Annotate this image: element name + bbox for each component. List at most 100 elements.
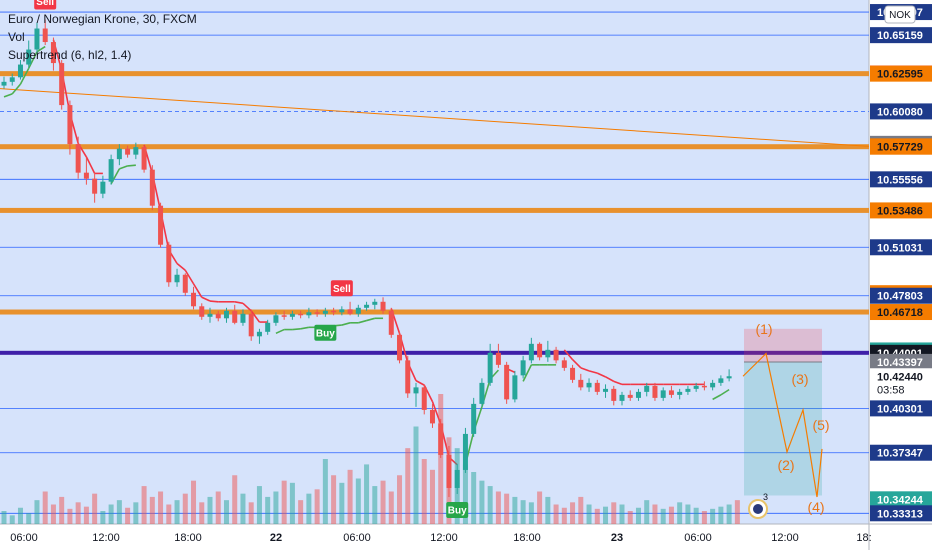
candle-body-29[interactable]: [240, 313, 246, 323]
candle-body-66[interactable]: [545, 349, 551, 358]
candle-body-26[interactable]: [215, 313, 221, 319]
candle-body-32[interactable]: [265, 322, 271, 332]
candle-body-34[interactable]: [281, 315, 287, 317]
candle-body-71[interactable]: [586, 382, 592, 388]
events-badge[interactable]: 3: [748, 492, 768, 519]
candle-body-2[interactable]: [17, 64, 23, 78]
candle-body-25[interactable]: [207, 313, 213, 317]
candle-body-37[interactable]: [306, 312, 312, 316]
candle-body-20[interactable]: [166, 244, 172, 283]
candle-body-39[interactable]: [322, 310, 328, 314]
candle-body-5[interactable]: [42, 28, 48, 43]
candle-body-73[interactable]: [603, 388, 609, 392]
candle-body-40[interactable]: [331, 310, 337, 313]
candle-body-88[interactable]: [726, 376, 732, 379]
candle-body-85[interactable]: [701, 385, 707, 388]
candle-body-56[interactable]: [462, 433, 468, 470]
candle-body-19[interactable]: [158, 205, 164, 245]
candle-body-77[interactable]: [635, 391, 641, 398]
candle-body-23[interactable]: [191, 292, 197, 307]
candle-body-53[interactable]: [438, 423, 444, 455]
candle-body-46[interactable]: [380, 301, 386, 311]
candle-body-41[interactable]: [339, 309, 345, 313]
candle-body-3[interactable]: [26, 49, 32, 65]
candle-body-43[interactable]: [355, 307, 361, 314]
candle-body-16[interactable]: [133, 147, 139, 155]
candle-body-70[interactable]: [578, 379, 584, 388]
candle-body-11[interactable]: [92, 178, 98, 194]
candle-body-52[interactable]: [429, 409, 435, 424]
candle-body-18[interactable]: [149, 169, 155, 206]
candle-body-80[interactable]: [660, 390, 666, 398]
currency-badge[interactable]: NOK: [884, 5, 916, 24]
supertrend-seg-34: [275, 328, 285, 335]
candle-body-78[interactable]: [644, 385, 650, 392]
candle-body-12[interactable]: [100, 181, 106, 194]
candle-body-14[interactable]: [116, 148, 122, 160]
candle-body-82[interactable]: [677, 391, 683, 395]
candle-body-33[interactable]: [273, 315, 279, 323]
volume-bar-76: [627, 511, 633, 524]
candle-body-4[interactable]: [34, 28, 40, 50]
volume-bar-34: [281, 480, 287, 524]
candle-body-57[interactable]: [471, 403, 477, 434]
candle-body-74[interactable]: [611, 388, 617, 401]
price-tag-12: 10.47803: [877, 291, 923, 303]
candle-body-48[interactable]: [397, 334, 403, 361]
candle-body-81[interactable]: [668, 390, 674, 395]
candle-body-58[interactable]: [479, 382, 485, 404]
candle-body-15[interactable]: [125, 148, 131, 155]
candle-body-50[interactable]: [413, 387, 419, 394]
candle-body-75[interactable]: [619, 394, 625, 401]
candle-body-27[interactable]: [223, 310, 229, 319]
candle-body-6[interactable]: [50, 42, 56, 64]
candle-body-42[interactable]: [347, 309, 353, 314]
candle-body-31[interactable]: [256, 331, 262, 337]
candle-body-49[interactable]: [405, 360, 411, 394]
candle-body-83[interactable]: [685, 388, 691, 392]
candle-body-8[interactable]: [67, 105, 73, 145]
candle-body-64[interactable]: [528, 343, 534, 361]
candle-body-47[interactable]: [388, 310, 394, 335]
candle-body-65[interactable]: [537, 343, 543, 358]
candle-body-62[interactable]: [512, 375, 518, 400]
candle-body-28[interactable]: [232, 310, 238, 323]
candles[interactable]: [1, 19, 732, 497]
candle-body-38[interactable]: [314, 312, 320, 314]
candle-body-59[interactable]: [487, 352, 493, 383]
candle-body-7[interactable]: [59, 63, 65, 106]
candle-body-79[interactable]: [652, 385, 658, 398]
candle-body-1[interactable]: [9, 77, 15, 82]
candle-body-54[interactable]: [446, 454, 452, 488]
candle-body-35[interactable]: [289, 313, 295, 317]
volume-bar-79: [652, 504, 658, 524]
candle-body-84[interactable]: [693, 385, 699, 389]
candle-body-67[interactable]: [553, 349, 559, 361]
candle-body-87[interactable]: [718, 378, 724, 383]
candle-body-45[interactable]: [372, 301, 378, 305]
candle-body-13[interactable]: [108, 159, 114, 182]
candle-body-9[interactable]: [75, 144, 81, 173]
candle-body-61[interactable]: [504, 364, 510, 400]
candle-body-51[interactable]: [421, 387, 427, 410]
candle-body-86[interactable]: [710, 382, 716, 388]
volume-bar-7: [59, 496, 65, 524]
candle-body-55[interactable]: [454, 469, 460, 488]
candle-body-68[interactable]: [561, 360, 567, 368]
candle-body-21[interactable]: [174, 274, 180, 283]
candle-body-36[interactable]: [298, 313, 304, 316]
candle-body-76[interactable]: [627, 394, 633, 398]
candle-body-72[interactable]: [594, 382, 600, 392]
candle-body-10[interactable]: [83, 172, 89, 179]
candle-body-17[interactable]: [141, 147, 147, 170]
candle-body-63[interactable]: [520, 360, 526, 376]
candle-body-44[interactable]: [364, 304, 370, 308]
candle-body-22[interactable]: [182, 274, 188, 293]
candle-body-60[interactable]: [495, 352, 501, 365]
candle-body-30[interactable]: [248, 313, 254, 337]
candle-body-24[interactable]: [199, 306, 205, 317]
candle-body-69[interactable]: [570, 367, 576, 380]
candle-body-0[interactable]: [1, 81, 7, 86]
volume-bar-58: [479, 480, 485, 524]
